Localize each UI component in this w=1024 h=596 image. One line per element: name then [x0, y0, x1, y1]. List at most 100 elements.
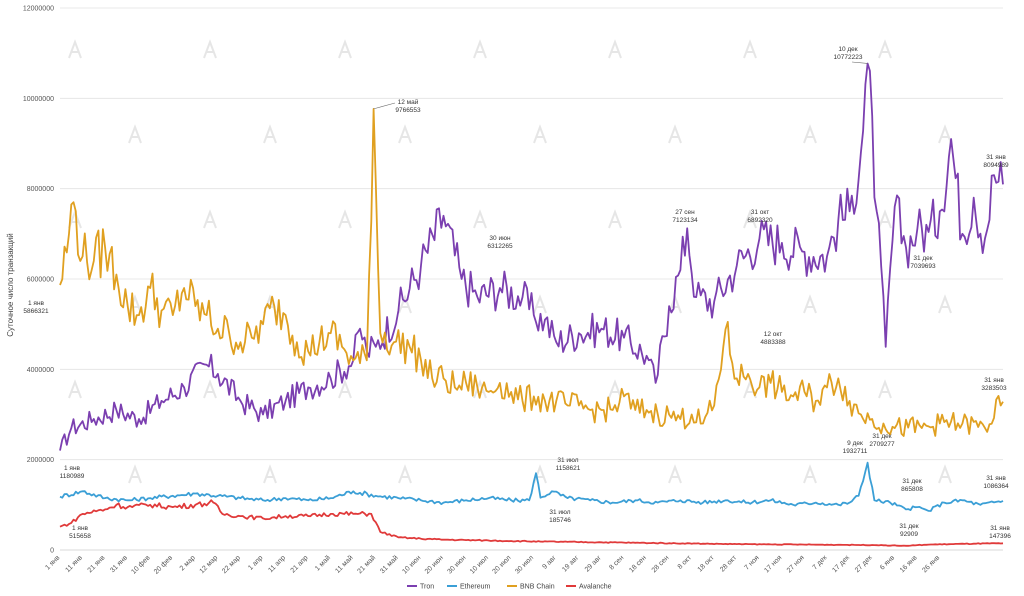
x-tick-label: 21 апр — [290, 554, 310, 574]
x-tick-label: 21 май — [356, 554, 378, 576]
x-tick-label: 7 дек — [812, 554, 830, 572]
annotation-value: 2709277 — [869, 441, 895, 448]
x-tick-label: 20 июн — [424, 554, 445, 575]
annotation-value: 7039693 — [910, 263, 936, 270]
x-tick-label: 2 мар — [179, 554, 197, 572]
annotation-value: 5866321 — [23, 308, 49, 315]
annotation-date: 31 окт — [751, 209, 770, 216]
annotation-date: 27 сен — [675, 209, 695, 216]
x-tick-label: 11 май — [334, 554, 355, 575]
legend: Tron Ethereum BNB Chain Avalanche — [407, 584, 612, 591]
x-tick-label: 12 мар — [199, 554, 220, 575]
annotation-leader-line — [851, 61, 868, 64]
x-tick-label: 31 янв — [109, 554, 129, 574]
y-tick-label: 10000000 — [23, 96, 54, 103]
x-tick-label: 9 авг — [541, 554, 558, 571]
y-tick-label: 6000000 — [27, 277, 54, 284]
annotation-date: 31 дек — [902, 478, 921, 485]
watermark-logo-icon — [263, 124, 277, 144]
x-tick-label: 17 ноя — [763, 554, 783, 574]
x-axis: 1 янв 11 янв 21 янв 31 янв 10 фев 20 фев 2 мар… — [44, 554, 941, 576]
x-tick-label: 19 авг — [561, 554, 580, 573]
annotation-date: 31 дек — [872, 433, 891, 440]
watermark-logo-icon — [743, 39, 757, 59]
annotation-value: 9766553 — [395, 107, 421, 114]
x-tick-label: 29 авг — [584, 554, 603, 573]
annotation-date: 31 дек — [913, 255, 932, 262]
annotation-value: 92909 — [900, 531, 918, 538]
annotation-value: 1158621 — [556, 465, 581, 472]
x-tick-label: 28 окт — [719, 554, 739, 574]
watermark-logos — [68, 39, 952, 484]
watermark-logo-icon — [668, 124, 682, 144]
x-tick-label: 1 май — [313, 554, 332, 573]
series-avalanche-line — [59, 499, 1004, 547]
annotation-value: 10772223 — [834, 54, 863, 61]
y-tick-label: 4000000 — [27, 367, 54, 374]
watermark-logo-icon — [398, 124, 412, 144]
watermark-logo-icon — [398, 464, 412, 484]
y-tick-label: 2000000 — [27, 457, 54, 464]
annotation-value: 7123134 — [672, 217, 698, 224]
x-tick-label: 8 сен — [608, 554, 625, 571]
x-tick-label: 8 окт — [677, 554, 694, 571]
watermark-logo-icon — [338, 209, 352, 229]
annotation-date: 31 янв — [990, 525, 1010, 532]
annotation-value: 1180989 — [60, 473, 85, 480]
watermark-logo-icon — [533, 124, 547, 144]
x-tick-label: 20 июл — [492, 554, 513, 575]
annotation-date: 9 дек — [847, 440, 863, 447]
gridlines — [60, 7, 1003, 551]
x-tick-label: 6 янв — [879, 554, 896, 571]
annotation-date: 31 июл — [557, 457, 578, 464]
annotation-date: 10 дек — [838, 46, 857, 53]
watermark-logo-icon — [203, 209, 217, 229]
x-tick-label: 17 дек — [831, 554, 851, 574]
watermark-logo-icon — [803, 294, 817, 314]
y-axis: 0 2000000 4000000 6000000 8000000 10000000 120… — [23, 6, 54, 555]
x-tick-label: 22 мар — [221, 554, 242, 575]
watermark-logo-icon — [398, 294, 412, 314]
annotation-value: 1932711 — [843, 448, 868, 455]
annotation-value: 1086364 — [983, 483, 1009, 490]
series-tron-line — [59, 62, 1004, 451]
series-lines — [59, 62, 1004, 547]
annotation-date: 31 дек — [899, 523, 918, 530]
x-tick-label: 1 апр — [247, 554, 264, 571]
watermark-logo-icon — [338, 39, 352, 59]
watermark-logo-icon — [803, 124, 817, 144]
x-tick-label: 31 май — [378, 554, 400, 576]
annotation-value: 4883388 — [760, 339, 786, 346]
watermark-logo-icon — [878, 39, 892, 59]
annotation-date: 31 янв — [986, 154, 1006, 161]
x-tick-label: 27 дек — [854, 554, 874, 574]
watermark-logo-icon — [473, 209, 487, 229]
watermark-logo-icon — [938, 294, 952, 314]
x-tick-label: 27 ноя — [786, 554, 806, 574]
x-tick-label: 11 янв — [64, 554, 84, 574]
x-tick-label: 28 сен — [651, 554, 671, 574]
x-tick-label: 30 июн — [446, 554, 467, 575]
annotation-date: 1 янв — [28, 300, 45, 307]
watermark-logo-icon — [608, 209, 622, 229]
x-tick-label: 11 апр — [267, 554, 287, 574]
x-tick-label: 26 янв — [921, 554, 941, 574]
annotation-value: 865808 — [901, 486, 923, 493]
y-axis-title: Суточное число транзакций — [6, 233, 15, 337]
y-tick-label: 0 — [50, 548, 54, 555]
annotation-date: 12 окт — [764, 331, 783, 338]
watermark-logo-icon — [68, 39, 82, 59]
legend-label: BNB Chain — [520, 584, 555, 591]
annotation-date: 31 июл — [549, 509, 570, 516]
x-tick-label: 20 фев — [153, 554, 174, 575]
annotation-value: 6312265 — [487, 243, 513, 250]
series-ethereum-line — [59, 461, 1004, 512]
watermark-logo-icon — [473, 39, 487, 59]
x-tick-label: 18 сен — [628, 554, 648, 574]
y-tick-label: 8000000 — [27, 186, 54, 193]
annotation-value: 6892320 — [747, 217, 773, 224]
watermark-logo-icon — [878, 379, 892, 399]
annotation-value: 515658 — [69, 533, 91, 540]
